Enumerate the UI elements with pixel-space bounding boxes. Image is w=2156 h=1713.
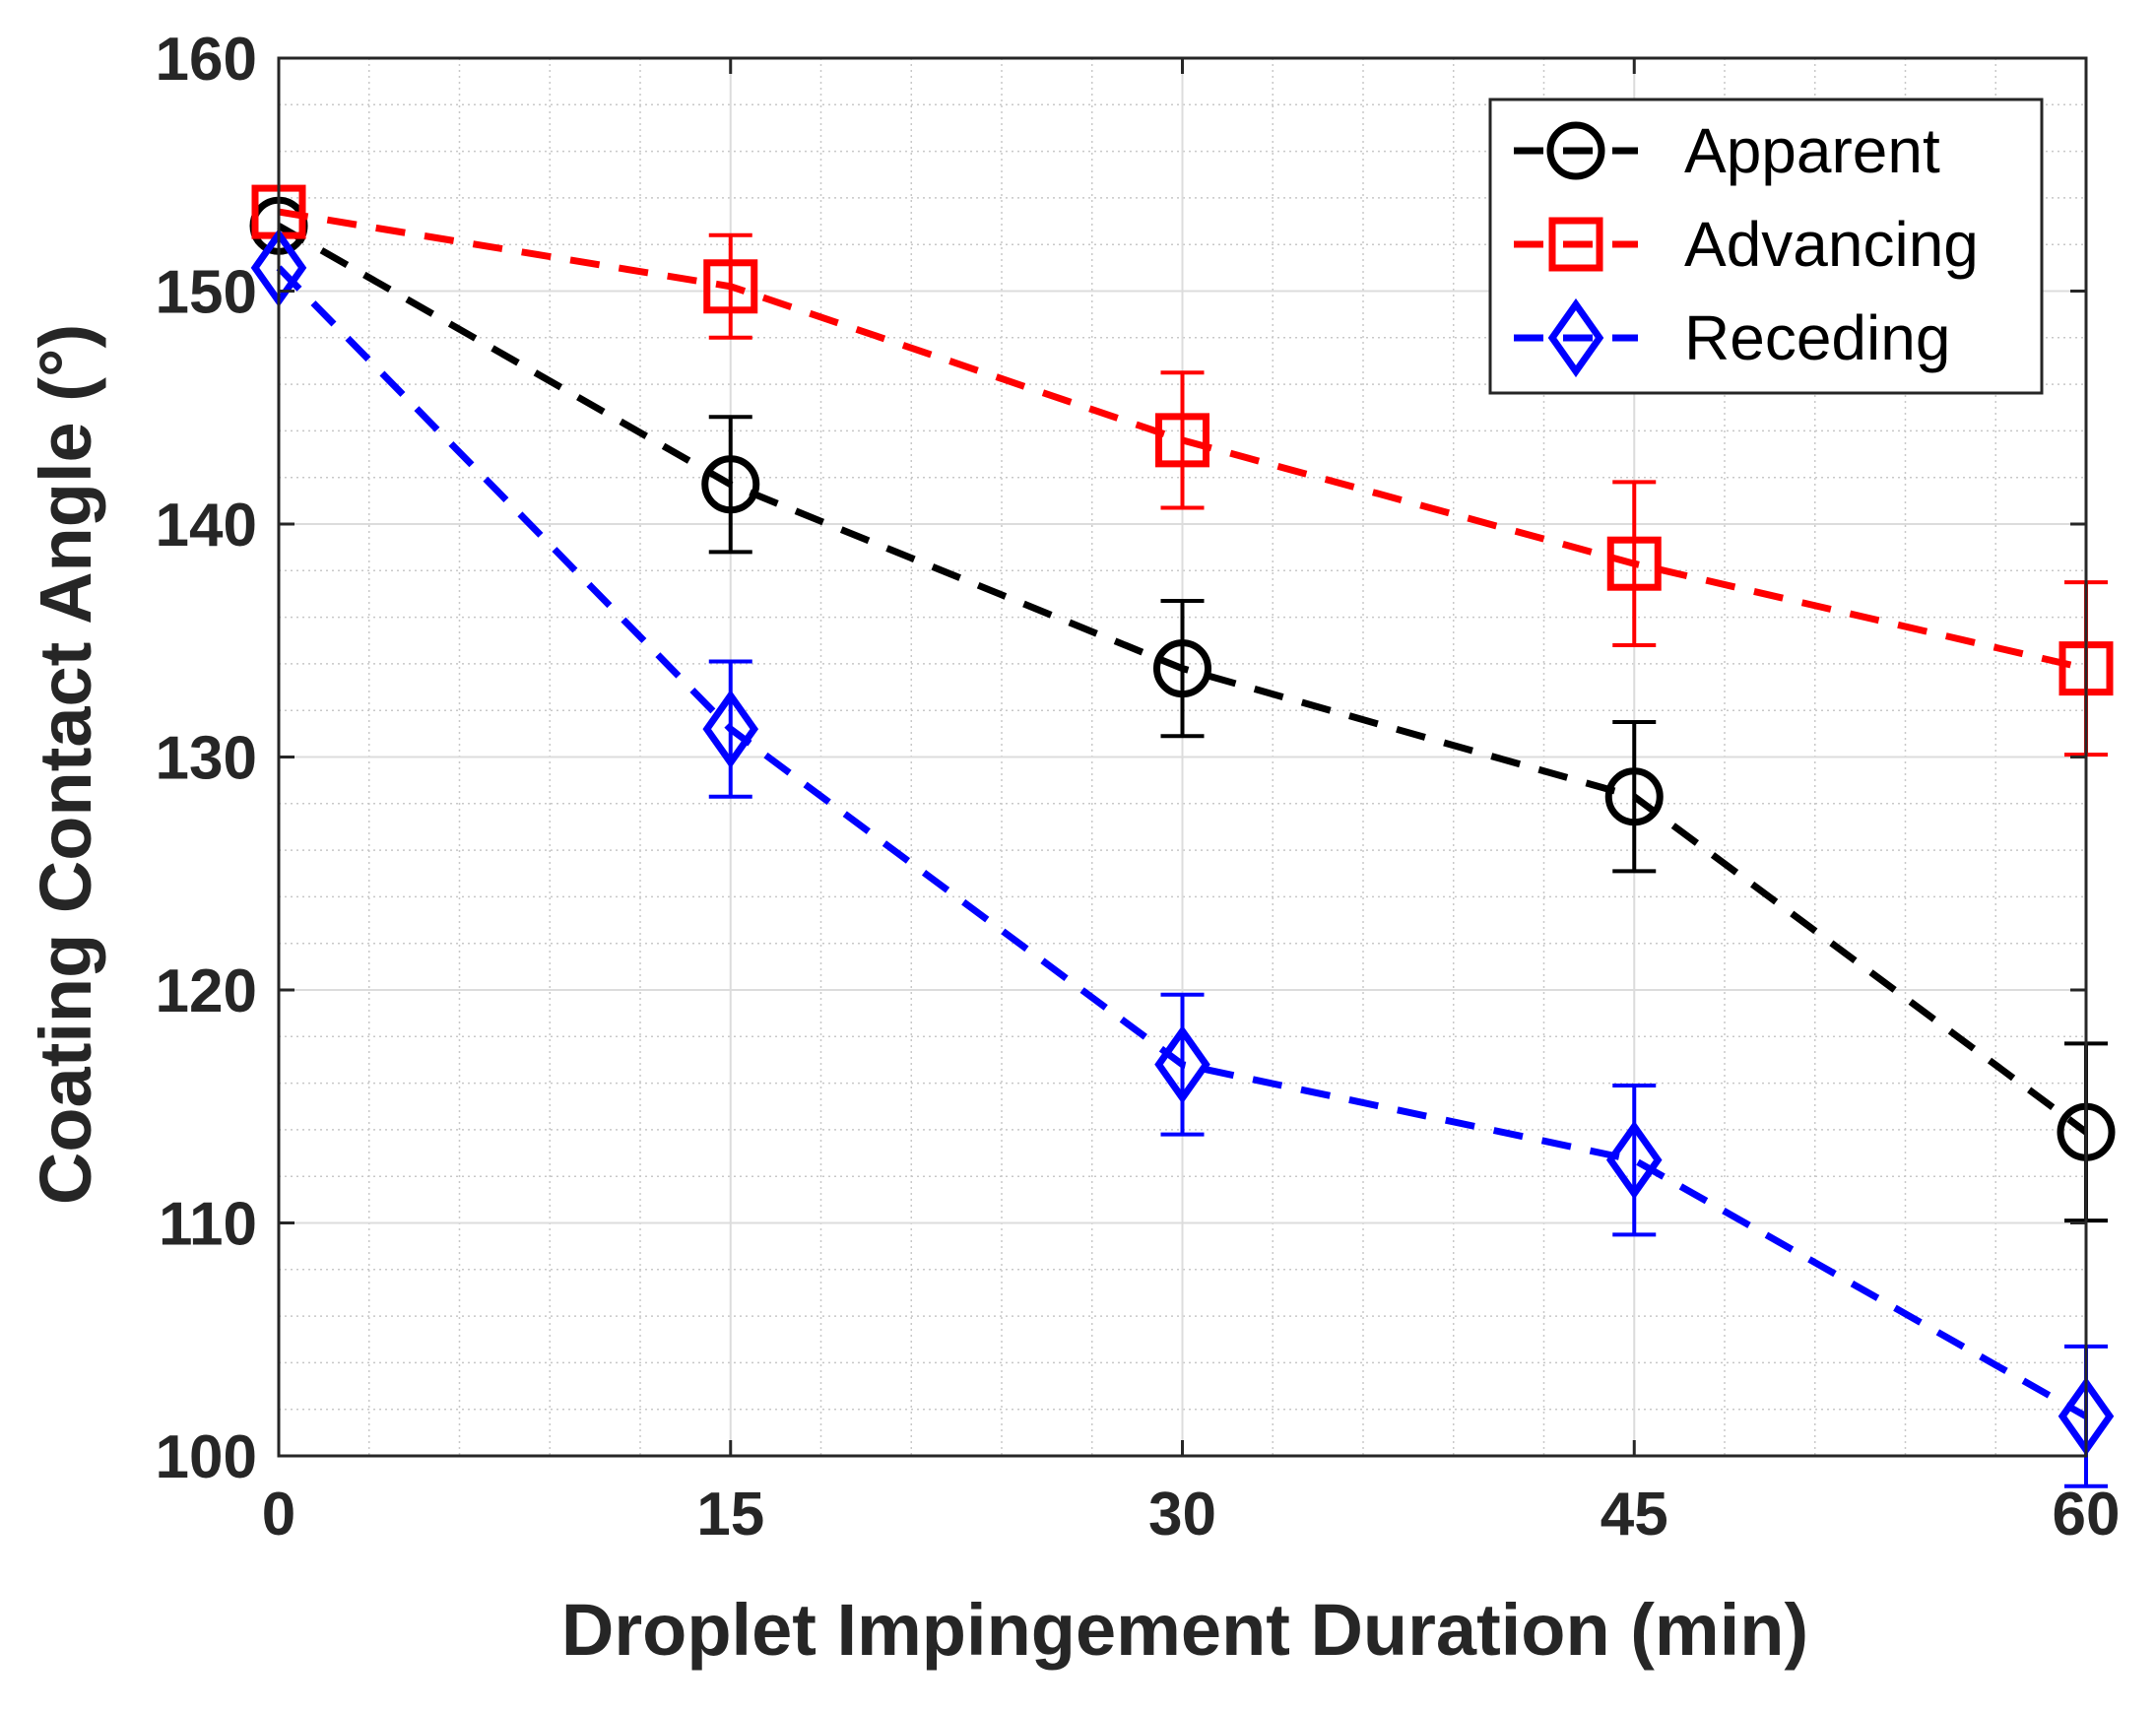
y-tick-label: 160	[156, 26, 257, 94]
data-point-receding	[702, 690, 759, 769]
legend-item-advancing: Advancing	[1514, 209, 1979, 280]
y-tick-label: 140	[156, 492, 257, 560]
y-tick-label: 150	[156, 259, 257, 327]
x-axis-label: Droplet Impingement Duration (min)	[561, 1589, 1808, 1671]
legend-label: Receding	[1684, 302, 1950, 373]
series-line-advancing	[278, 208, 2087, 673]
x-tick-labels: 0 15 30 45 60	[262, 1481, 2121, 1548]
data-point-receding	[1605, 1120, 1663, 1200]
data-point-apparent	[1153, 639, 1211, 698]
y-tick-labels: 100 110 120 130 140 150 160	[156, 26, 257, 1491]
data-point-apparent	[701, 455, 760, 514]
x-tick-label: 15	[696, 1481, 764, 1548]
data-point-apparent	[1604, 767, 1664, 826]
legend-item-receding: Receding	[1514, 297, 1950, 378]
legend-marker	[1548, 217, 1603, 272]
legend-label: Advancing	[1684, 209, 1979, 280]
data-point-advancing	[1606, 536, 1662, 591]
y-tick-label: 110	[159, 1191, 257, 1259]
y-tick-label: 100	[156, 1423, 257, 1491]
legend: Apparent Advancing Receding	[1488, 98, 2044, 395]
x-tick-label: 30	[1148, 1481, 1216, 1548]
x-tick-label: 0	[262, 1481, 295, 1548]
y-tick-label: 130	[156, 725, 257, 793]
y-tick-label: 120	[156, 957, 257, 1025]
data-point-receding	[1154, 1024, 1210, 1104]
axis-ticks	[277, 56, 2088, 1458]
data-point-advancing	[703, 259, 758, 314]
legend-item-apparent: Apparent	[1514, 115, 1940, 186]
x-tick-label: 60	[2053, 1481, 2121, 1548]
x-tick-label: 45	[1601, 1481, 1668, 1548]
legend-label: Apparent	[1684, 115, 1940, 186]
data-point-advancing	[1155, 413, 1209, 468]
legend-marker	[1547, 297, 1604, 378]
y-axis-label: Coating Contact Angle (°)	[25, 324, 106, 1205]
legend-marker	[1546, 121, 1605, 180]
series-advancing	[251, 184, 2114, 758]
